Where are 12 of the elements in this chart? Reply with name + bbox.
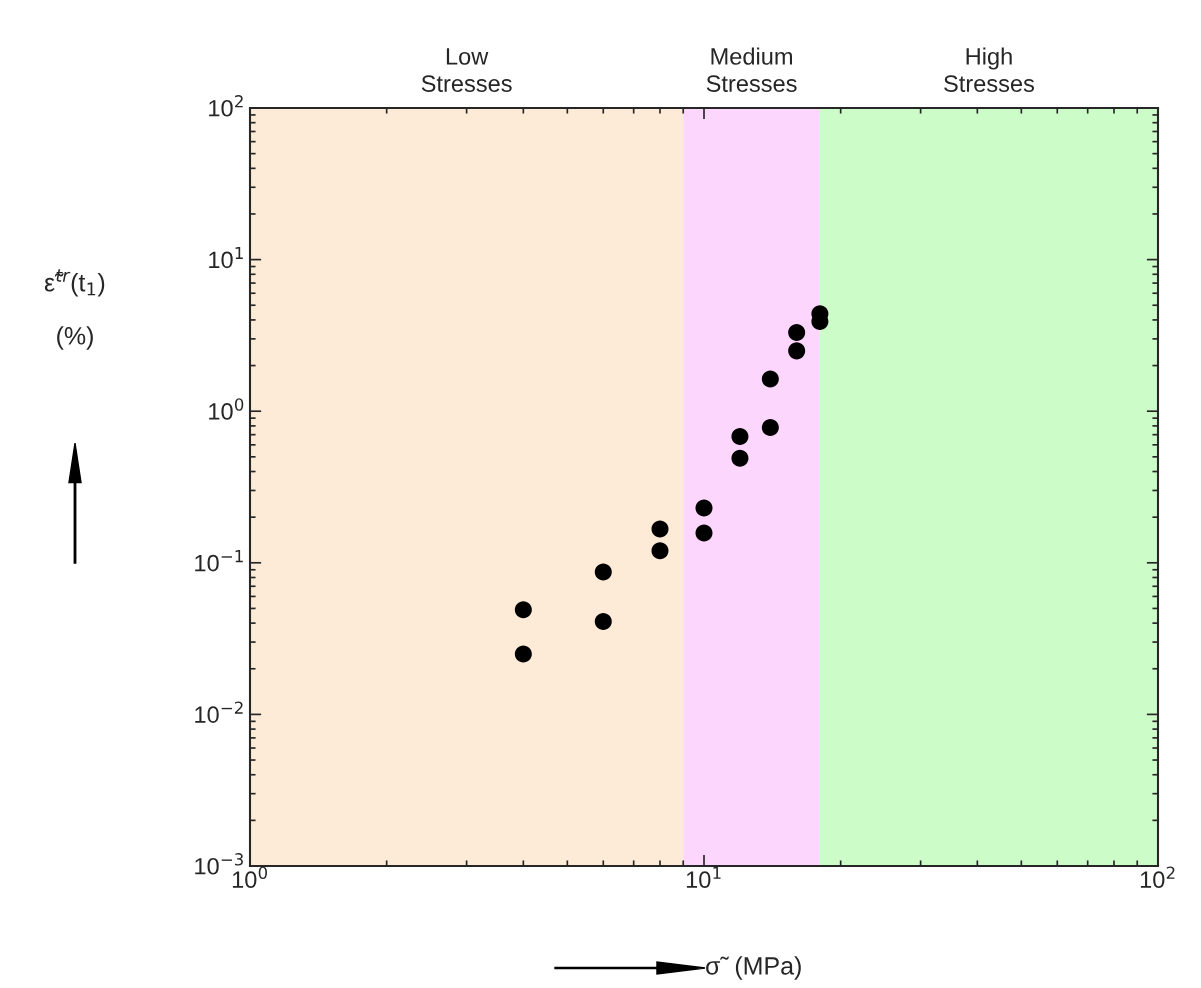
y-tick-label: 10$^{0}$ <box>209 398 244 420</box>
y-tick-label: 10$^{−2}$ <box>195 701 243 724</box>
band-label: High Stresses <box>944 47 1035 92</box>
y-tick-label: 10$^{1}$ <box>209 246 243 269</box>
x-tick-label: 10$^{1}$ <box>686 866 721 889</box>
text: ε̃$^{tr}$(t$_{1}$) (%) <box>44 269 105 350</box>
y-tick-label: 10$^{2}$ <box>209 95 243 117</box>
band-label: Medium Stresses <box>706 47 797 92</box>
y-tick-label: 10$^{−1}$ <box>195 550 243 572</box>
band-label: Low Stresses <box>421 48 512 92</box>
x-axis-title: σ̃ (MPa) <box>706 956 801 980</box>
x-tick-label: 10$^{2}$ <box>1140 866 1175 889</box>
